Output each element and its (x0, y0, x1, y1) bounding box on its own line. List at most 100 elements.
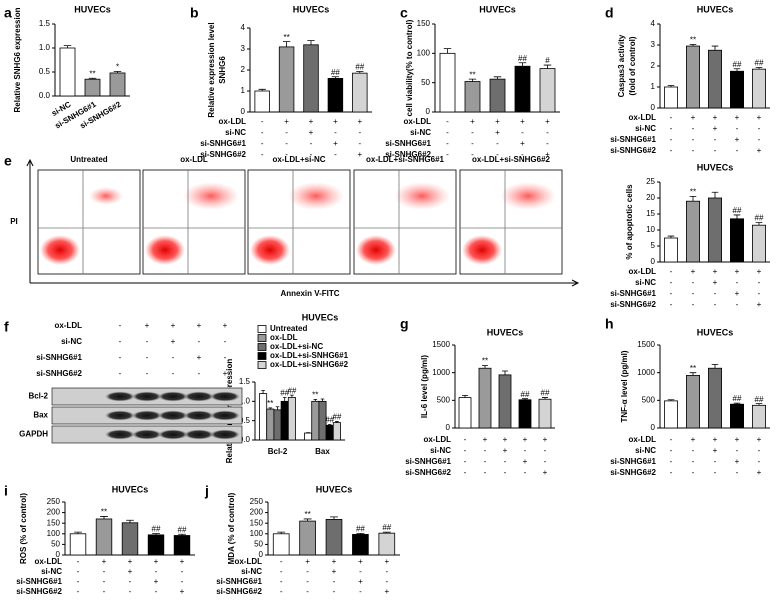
treatment-label: ox-LDL (54, 321, 82, 330)
bar (280, 400, 289, 441)
y-axis-label: MDA (% of control) (227, 492, 236, 564)
error-bar (667, 399, 675, 401)
treatment-sign: - (670, 113, 673, 122)
treatment-sign: + (713, 435, 718, 444)
treatment-sign: - (692, 468, 695, 477)
bar (332, 422, 341, 441)
treatment-label: si-SNHG6#2 (385, 150, 431, 159)
band-label: Bax (33, 411, 48, 420)
y-tick-label: 0 (651, 423, 656, 432)
treatment-sign: - (544, 457, 547, 466)
bar (752, 224, 767, 263)
significance: ## (325, 416, 334, 425)
cell-cluster (145, 235, 185, 265)
treatment-sign: - (334, 128, 337, 137)
bar (299, 520, 316, 556)
significance: ## (332, 413, 341, 422)
treatment-sign: + (495, 117, 500, 126)
treatment-sign: + (333, 117, 338, 126)
bar (458, 397, 472, 429)
y-tick-label: 0 (241, 107, 246, 116)
error-bar (733, 214, 741, 219)
bar (254, 90, 270, 113)
y-tick-label: 500 (437, 395, 451, 404)
error-bar (277, 531, 286, 534)
chart-title: HUVECs (697, 162, 734, 172)
error-bar (313, 399, 318, 402)
bar (266, 408, 275, 441)
chart-title: HUVECs (697, 4, 734, 14)
treatment-sign: - (524, 446, 527, 455)
treatment-sign: - (280, 567, 283, 576)
treatment-sign: + (735, 113, 740, 122)
cell-cluster (89, 187, 123, 205)
treatment-sign: - (758, 446, 761, 455)
significance: ## (733, 60, 742, 69)
y-tick-label: 150 (47, 518, 61, 527)
cell-cluster (288, 182, 344, 210)
legend-swatch (257, 325, 267, 333)
bar (147, 534, 165, 556)
treatment-sign: - (285, 128, 288, 137)
treatment-sign: + (757, 435, 762, 444)
bar (311, 400, 320, 441)
plot-title: Untreated (70, 155, 107, 164)
band (158, 410, 188, 421)
treatment-label: ox-LDL (234, 557, 262, 566)
treatment-sign: + (713, 278, 718, 287)
treatment-sign: + (520, 117, 525, 126)
treatment-sign: - (736, 146, 739, 155)
y-tick-label: 5 (651, 241, 656, 250)
y-tick-label: 1 (651, 82, 656, 91)
treatment-label: si-SNHG6#2 (16, 587, 62, 596)
error-bar (493, 76, 502, 80)
bar (664, 400, 679, 429)
legend-swatch (257, 334, 267, 342)
legend-label: ox-LDL (270, 333, 298, 342)
treatment-label: ox-LDL (403, 117, 431, 126)
treatment-sign: + (197, 353, 202, 362)
treatment-sign: + (358, 557, 363, 566)
error-bar (178, 533, 186, 536)
treatment-sign: - (306, 567, 309, 576)
bar (439, 52, 456, 113)
bar (278, 46, 295, 113)
treatment-sign: - (736, 446, 739, 455)
bar (708, 197, 723, 263)
y-tick-label: 500 (642, 395, 656, 404)
band (210, 410, 240, 421)
y-tick-label: 100 (250, 529, 264, 538)
bar (730, 403, 745, 429)
significance: ## (733, 394, 742, 403)
error-bar (330, 516, 338, 520)
panel-letter: b (190, 5, 199, 21)
bar (378, 532, 396, 556)
significance: ** (89, 69, 95, 78)
treatment-sign: + (503, 435, 508, 444)
bar (539, 68, 556, 113)
chart-title: HUVECs (697, 327, 734, 337)
error-bar (258, 88, 266, 91)
significance: ** (690, 364, 696, 373)
y-tick-label: 0 (651, 257, 656, 266)
treatment-sign: - (692, 289, 695, 298)
y-tick-label: 200 (47, 508, 61, 517)
y-tick-label: 250 (250, 497, 264, 506)
y-axis-label: PI (10, 217, 18, 226)
treatment-sign: + (483, 435, 488, 444)
significance: ## (178, 525, 187, 534)
y-tick-label: 4 (241, 23, 246, 32)
treatment-sign: - (670, 457, 673, 466)
error-bar (320, 398, 325, 402)
error-bar (268, 407, 273, 410)
treatment-sign: - (181, 567, 184, 576)
band (210, 391, 240, 402)
treatment-label: si-SNHG6#2 (216, 587, 262, 596)
bar (686, 45, 701, 109)
treatment-sign: + (154, 557, 159, 566)
y-axis-label: SNHG6 (218, 56, 227, 84)
treatment-sign: + (180, 587, 185, 596)
treatment-sign: - (261, 128, 264, 137)
treatment-sign: + (102, 557, 107, 566)
